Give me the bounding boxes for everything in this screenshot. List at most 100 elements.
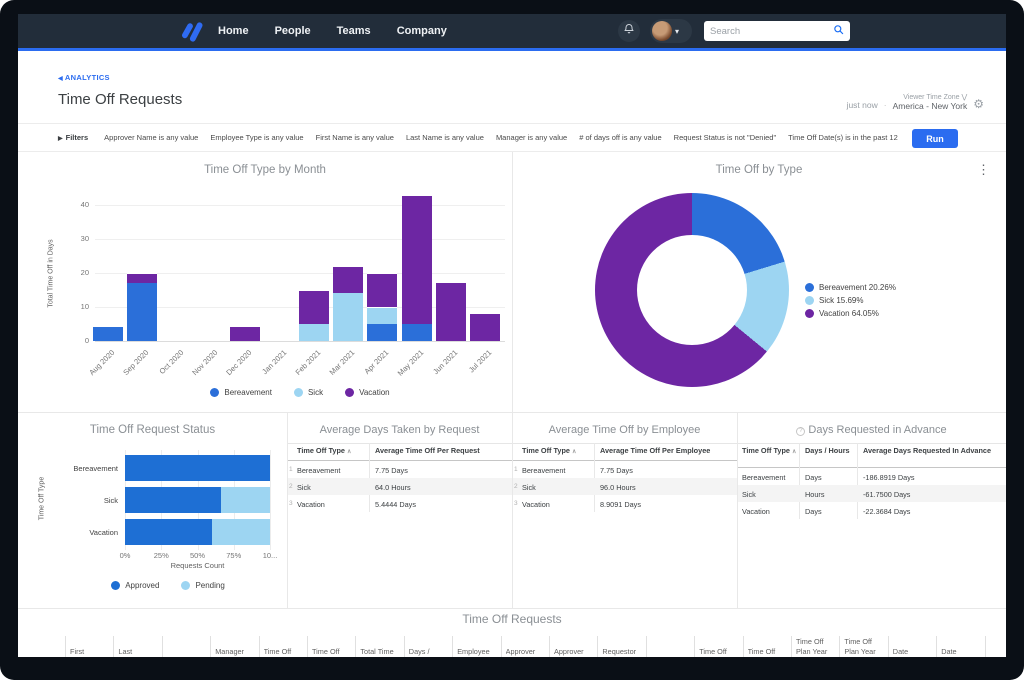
expand-arrow-icon: ▶ <box>58 136 63 142</box>
filter-chip-6[interactable]: Request Status is not "Denied" <box>673 133 777 142</box>
spacer <box>360 637 403 647</box>
spacer <box>215 637 258 647</box>
bottom-column-header[interactable]: Time Off <box>742 636 791 657</box>
bar-segment <box>436 283 466 341</box>
column-header[interactable]: Average Time Off Per Employee <box>600 446 711 455</box>
bottom-column-header[interactable]: Requestor <box>597 636 645 657</box>
row-number: 3 <box>289 500 293 507</box>
x-tick-label: 0% <box>119 551 131 560</box>
bottom-column-header[interactable]: Date <box>936 636 984 657</box>
bottom-column-header[interactable]: Date <box>887 636 936 657</box>
spacer <box>893 637 936 647</box>
legend-label: Pending <box>195 581 225 590</box>
user-menu[interactable]: ▾ <box>650 19 692 43</box>
page-meta: just now · Viewer Time Zone ⋁ America - … <box>846 94 984 111</box>
legend-dot-icon <box>293 388 303 397</box>
bar-segment <box>93 327 123 341</box>
legend-dot-icon <box>805 309 814 318</box>
table-cell: 5.4444 Days <box>375 500 416 509</box>
bar-segment <box>127 273 158 284</box>
column-header[interactable]: Average Days Requested In Advance <box>863 446 992 455</box>
gridline <box>95 273 505 274</box>
legend-item: Sick 15.69% <box>805 296 896 305</box>
bottom-column-header[interactable]: Time Off Plan Year <box>791 636 839 657</box>
bottom-column-header[interactable]: Employee <box>452 636 500 657</box>
filter-chip-1[interactable]: Employee Type is any value <box>210 133 304 142</box>
bottom-column-header[interactable]: Time Off <box>694 636 742 657</box>
notifications-button[interactable] <box>618 20 640 42</box>
header-line: First <box>70 647 85 656</box>
filter-chip-5[interactable]: # of days off is any value <box>579 133 662 142</box>
column-header[interactable]: Average Time Off Per Request <box>375 446 480 455</box>
chart-title: Average Time Off by Employee <box>548 424 701 436</box>
bar-segment <box>367 307 398 324</box>
bar-segment <box>212 519 270 545</box>
legend-label: Vacation <box>359 388 390 397</box>
table-cell: 7.75 Days <box>375 466 408 475</box>
sort-caret-icon: ∧ <box>346 449 352 455</box>
y-tick-label: 0 <box>84 336 89 345</box>
column-header[interactable]: Time Off Type ∧ <box>522 446 577 455</box>
nav-item-people[interactable]: People <box>274 25 311 37</box>
bottom-column-header[interactable]: Last <box>113 636 161 657</box>
column-divider <box>857 443 858 519</box>
bottom-column-header[interactable] <box>645 636 694 657</box>
row-number: 2 <box>289 483 293 490</box>
breadcrumb[interactable]: ◀ ANALYTICS <box>58 73 110 82</box>
bottom-column-header[interactable] <box>161 636 210 657</box>
timezone-dropdown[interactable]: Viewer Time Zone ⋁ America - New York <box>892 94 968 111</box>
nav-item-teams[interactable]: Teams <box>336 25 371 37</box>
table-header-row <box>737 443 1006 468</box>
legend-dot-icon <box>181 581 191 590</box>
filter-chip-3[interactable]: Last Name is any value <box>405 133 484 142</box>
search-icon[interactable] <box>833 22 844 40</box>
legend-dot-icon <box>345 388 355 397</box>
header-line: Time Off <box>699 647 727 656</box>
column-header[interactable]: Days / Hours <box>805 446 850 455</box>
filters-bar: ▶ Filters Approver Name is any value Emplo… <box>18 123 1006 152</box>
help-icon[interactable]: ? <box>796 427 806 436</box>
category-label: Bereavement <box>73 464 118 473</box>
legend-label: Bereavement 20.26% <box>819 283 896 292</box>
bottom-column-header[interactable] <box>984 636 1006 657</box>
bottom-column-header[interactable]: Days / <box>403 636 452 657</box>
top-nav: Home People Teams Company ▾ <box>18 14 1006 48</box>
search-input[interactable] <box>710 25 833 37</box>
table-cell: -186.8919 Days <box>863 473 915 482</box>
bottom-column-header[interactable]: First <box>65 636 113 657</box>
namely-logo-icon[interactable] <box>178 19 204 43</box>
table-cell: 7.75 Days <box>600 466 633 475</box>
filters-toggle[interactable]: ▶ Filters <box>58 133 89 142</box>
bottom-column-header[interactable]: Time Off <box>307 636 355 657</box>
spacer <box>651 637 694 647</box>
card-time-off-request-status: Time Off Request Status Time Off Type Re… <box>18 412 287 608</box>
filter-chip-4[interactable]: Manager is any value <box>495 133 568 142</box>
filter-chip-2[interactable]: First Name is any value <box>315 133 394 142</box>
page-content: ◀ ANALYTICS Time Off Requests just now · … <box>18 51 1006 657</box>
bottom-column-header[interactable]: Manager <box>210 636 258 657</box>
column-header[interactable]: Time Off Type ∧ <box>297 446 352 455</box>
bottom-column-header[interactable]: Approver <box>549 636 597 657</box>
bar-segment <box>125 455 270 481</box>
header-line: Time Off <box>844 637 872 646</box>
bottom-column-header[interactable]: Time Off <box>258 636 307 657</box>
legend-dot-icon <box>805 283 814 292</box>
bottom-column-header[interactable]: Approver <box>500 636 549 657</box>
settings-gear-icon[interactable]: ⚙ <box>973 97 984 111</box>
filter-chip-7[interactable]: Time Off Date(s) is in the past 12 <box>788 133 898 142</box>
nav-item-company[interactable]: Company <box>396 25 447 37</box>
legend-item: Bereavement <box>210 388 272 397</box>
bar-segment <box>220 487 270 513</box>
kebab-menu-icon[interactable]: ⋮ <box>977 162 990 177</box>
chart-title: Average Days Taken by Request <box>319 424 480 436</box>
legend-label: Sick <box>307 388 324 397</box>
table-row: 1 Bereavement 7.75 Days <box>512 461 737 478</box>
filter-chip-0[interactable]: Approver Name is any value <box>104 133 199 142</box>
bottom-column-header[interactable]: Time Off Plan Year <box>839 636 887 657</box>
run-button[interactable]: Run <box>912 129 958 148</box>
bar-segment <box>470 313 501 341</box>
bottom-column-header[interactable]: Total Time <box>355 636 403 657</box>
nav-item-home[interactable]: Home <box>218 25 249 37</box>
column-header[interactable]: Time Off Type ∧ <box>742 446 797 455</box>
row-number: 2 <box>514 483 518 490</box>
